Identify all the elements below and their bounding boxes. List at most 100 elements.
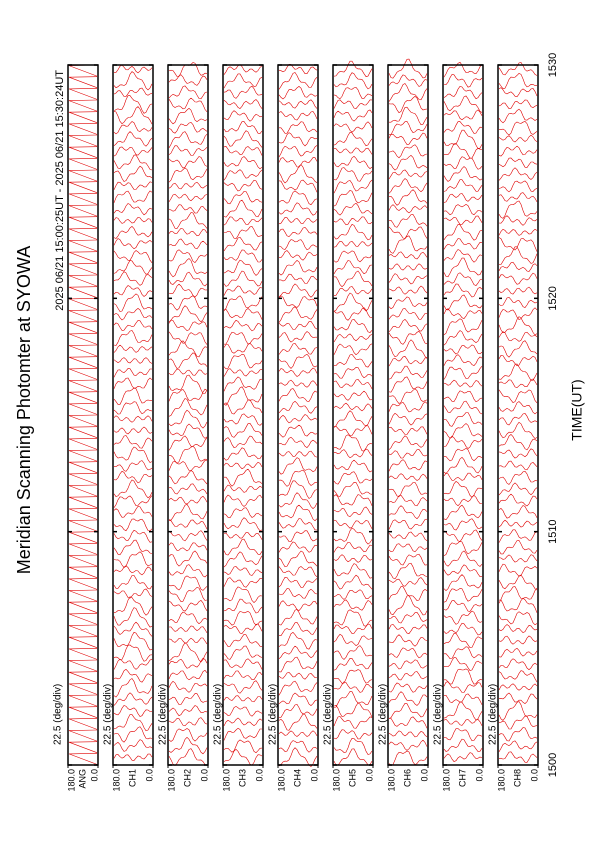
- trace: [223, 236, 263, 252]
- trace: [223, 658, 263, 670]
- trace: [68, 216, 98, 228]
- x-tick-label: 1500: [547, 753, 559, 777]
- trace: [113, 293, 153, 312]
- trace: [223, 422, 263, 438]
- trace: [278, 367, 318, 377]
- trace: [498, 670, 538, 683]
- y-tick-label: 0.0: [89, 769, 99, 782]
- trace: [443, 238, 483, 250]
- trace: [168, 283, 208, 298]
- trace: [113, 131, 153, 147]
- trace: [278, 190, 318, 206]
- trace: [68, 239, 98, 252]
- trace: [498, 354, 538, 367]
- trace: [278, 145, 318, 158]
- trace: [278, 72, 318, 90]
- y-tick-label: 180.0: [331, 769, 341, 792]
- trace: [498, 563, 538, 577]
- trace: [498, 586, 538, 604]
- trace: [443, 718, 483, 726]
- trace: [443, 85, 483, 100]
- trace: [333, 425, 373, 437]
- trace: [333, 379, 373, 389]
- trace: [278, 320, 318, 330]
- trace: [443, 681, 483, 693]
- trace: [333, 390, 373, 401]
- trace: [333, 402, 373, 412]
- trace: [388, 251, 428, 260]
- trace: [333, 343, 373, 356]
- trace: [223, 727, 262, 741]
- x-tick-label: 1520: [547, 286, 559, 310]
- trace: [223, 484, 263, 493]
- trace: [68, 461, 98, 473]
- trace: [278, 518, 318, 531]
- trace: [333, 167, 373, 182]
- trace: [388, 505, 428, 520]
- trace: [278, 306, 318, 323]
- trace: [278, 343, 318, 355]
- trace: [333, 292, 373, 312]
- y-tick-label: 0.0: [529, 769, 539, 782]
- trace: [333, 645, 373, 660]
- rotated-plot: Meridian Scanning Photomter at SYOWA 202…: [14, 53, 585, 792]
- trace: [68, 111, 98, 123]
- trace: [223, 191, 263, 205]
- trace: [168, 388, 208, 402]
- trace: [278, 226, 318, 238]
- trace: [443, 142, 483, 159]
- trace: [333, 471, 373, 485]
- trace: [443, 166, 483, 182]
- trace: [443, 308, 483, 319]
- trace: [388, 586, 428, 601]
- trace: [68, 438, 98, 450]
- trace: [498, 200, 538, 219]
- trace: [113, 415, 153, 423]
- trace: [168, 495, 208, 505]
- trace: [333, 554, 373, 563]
- trace-group: [168, 62, 208, 767]
- trace: [223, 748, 263, 766]
- trace: [498, 73, 538, 90]
- trace: [498, 272, 538, 285]
- trace: [113, 518, 153, 532]
- trace: [168, 586, 208, 603]
- trace: [113, 95, 153, 114]
- trace: [68, 134, 98, 147]
- trace: [278, 239, 318, 251]
- trace: [388, 178, 428, 194]
- trace: [443, 121, 483, 134]
- trace: [333, 459, 373, 473]
- trace: [168, 340, 208, 358]
- trace: [388, 155, 428, 171]
- trace: [223, 623, 263, 634]
- trace: [443, 204, 483, 216]
- trace: [278, 111, 318, 121]
- panel-name: CH7: [457, 769, 467, 787]
- trace: [278, 436, 318, 448]
- trace: [278, 480, 318, 499]
- trace: [223, 285, 263, 296]
- trace: [388, 339, 428, 359]
- trace: [279, 704, 318, 718]
- trace: [113, 368, 152, 378]
- trace: [333, 286, 373, 296]
- trace: [388, 189, 428, 206]
- trace: [113, 426, 153, 435]
- trace: [388, 543, 428, 553]
- trace: [168, 483, 208, 495]
- y-tick-label: 0.0: [364, 769, 374, 782]
- trace: [168, 564, 208, 578]
- trace: [498, 99, 538, 110]
- trace: [388, 169, 428, 180]
- trace: [68, 193, 98, 205]
- trace: [333, 307, 373, 321]
- trace: [168, 131, 208, 148]
- trace: [443, 423, 483, 439]
- trace: [498, 215, 538, 226]
- trace: [278, 713, 318, 731]
- trace: [278, 566, 318, 578]
- trace: [388, 473, 428, 481]
- trace: [168, 530, 208, 542]
- trace: [168, 145, 208, 156]
